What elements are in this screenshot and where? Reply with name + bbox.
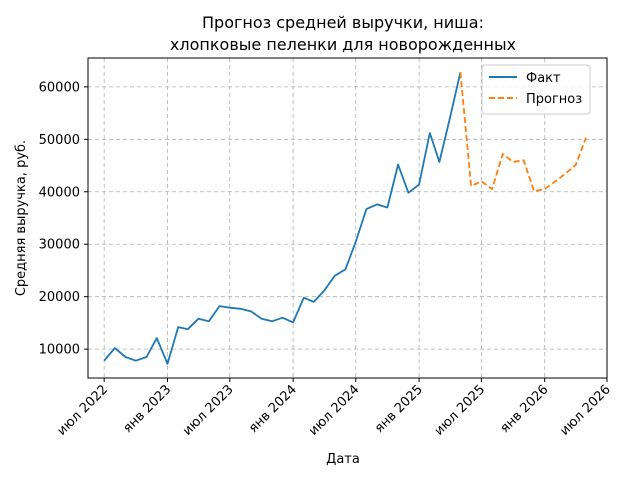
y-tick-label: 30000 xyxy=(39,238,80,253)
y-tick-label: 20000 xyxy=(39,290,80,305)
legend: Факт Прогноз xyxy=(481,64,591,115)
legend-label-fact: Факт xyxy=(526,71,561,86)
legend-label-forecast: Прогноз xyxy=(526,92,582,107)
y-tick-label: 40000 xyxy=(39,185,80,200)
chart-subtitle: хлопковые пеленки для новорожденных xyxy=(170,35,516,54)
x-axis-label: Дата xyxy=(326,452,360,467)
plot-frame xyxy=(87,57,608,379)
y-tick-label: 50000 xyxy=(39,133,80,148)
y-tick-label: 60000 xyxy=(39,80,80,95)
y-tick-label: 10000 xyxy=(39,343,80,358)
chart-title: Прогноз средней выручки, ниша: xyxy=(202,13,484,32)
series-group xyxy=(103,71,587,365)
y-axis-label: Средняя выручка, руб. xyxy=(14,140,29,296)
